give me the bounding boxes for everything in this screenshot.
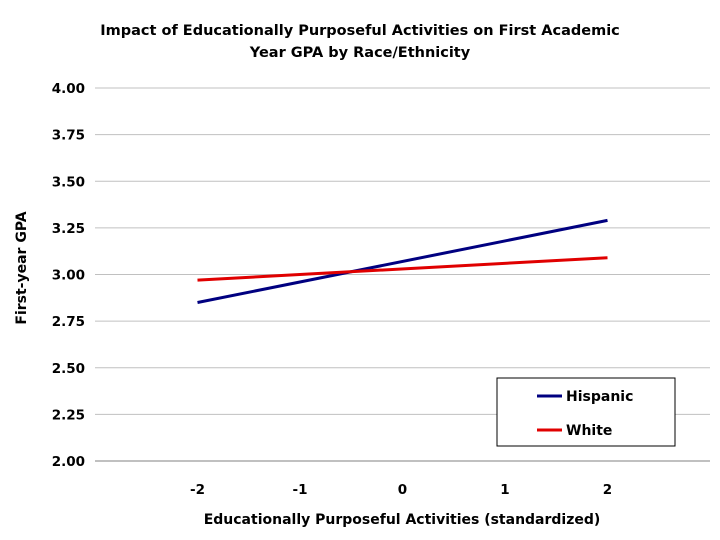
y-tick-label: 3.75 bbox=[52, 128, 85, 144]
y-tick-label: 3.00 bbox=[52, 268, 85, 284]
legend-label-hispanic: Hispanic bbox=[566, 389, 633, 405]
y-tick-label: 2.50 bbox=[52, 361, 85, 377]
y-tick-label: 2.75 bbox=[52, 314, 85, 330]
y-axis-label: First-year GPA bbox=[14, 211, 30, 324]
y-axis-tick-labels: 2.00 2.25 2.50 2.75 3.00 3.25 3.50 3.75 4.00 bbox=[52, 81, 85, 470]
y-tick-label: 3.50 bbox=[52, 174, 85, 190]
legend: Hispanic White bbox=[496, 377, 676, 447]
x-axis-label: Educationally Purposeful Activities (sta… bbox=[204, 512, 601, 528]
x-tick-label: -1 bbox=[293, 482, 308, 498]
series-line-hispanic bbox=[197, 218, 608, 304]
chart-title: Impact of Educationally Purposeful Activ… bbox=[60, 20, 660, 64]
series-line-white bbox=[197, 256, 608, 282]
x-axis-tick-labels: -2 -1 0 1 2 bbox=[190, 482, 612, 498]
legend-box bbox=[496, 377, 676, 447]
chart-title-line-1: Impact of Educationally Purposeful Activ… bbox=[100, 23, 620, 39]
x-tick-label: 2 bbox=[603, 482, 612, 498]
chart-title-line-2: Year GPA by Race/Ethnicity bbox=[249, 45, 471, 61]
y-tick-label: 2.25 bbox=[52, 407, 85, 423]
x-tick-label: 1 bbox=[500, 482, 509, 498]
series-lines bbox=[197, 218, 608, 304]
x-tick-label: -2 bbox=[190, 482, 205, 498]
legend-label-white: White bbox=[566, 423, 612, 439]
gridlines bbox=[95, 87, 710, 415]
y-tick-label: 3.25 bbox=[52, 221, 85, 237]
y-tick-label: 4.00 bbox=[52, 81, 85, 97]
x-tick-label: 0 bbox=[398, 482, 407, 498]
y-tick-label: 2.00 bbox=[52, 454, 85, 470]
